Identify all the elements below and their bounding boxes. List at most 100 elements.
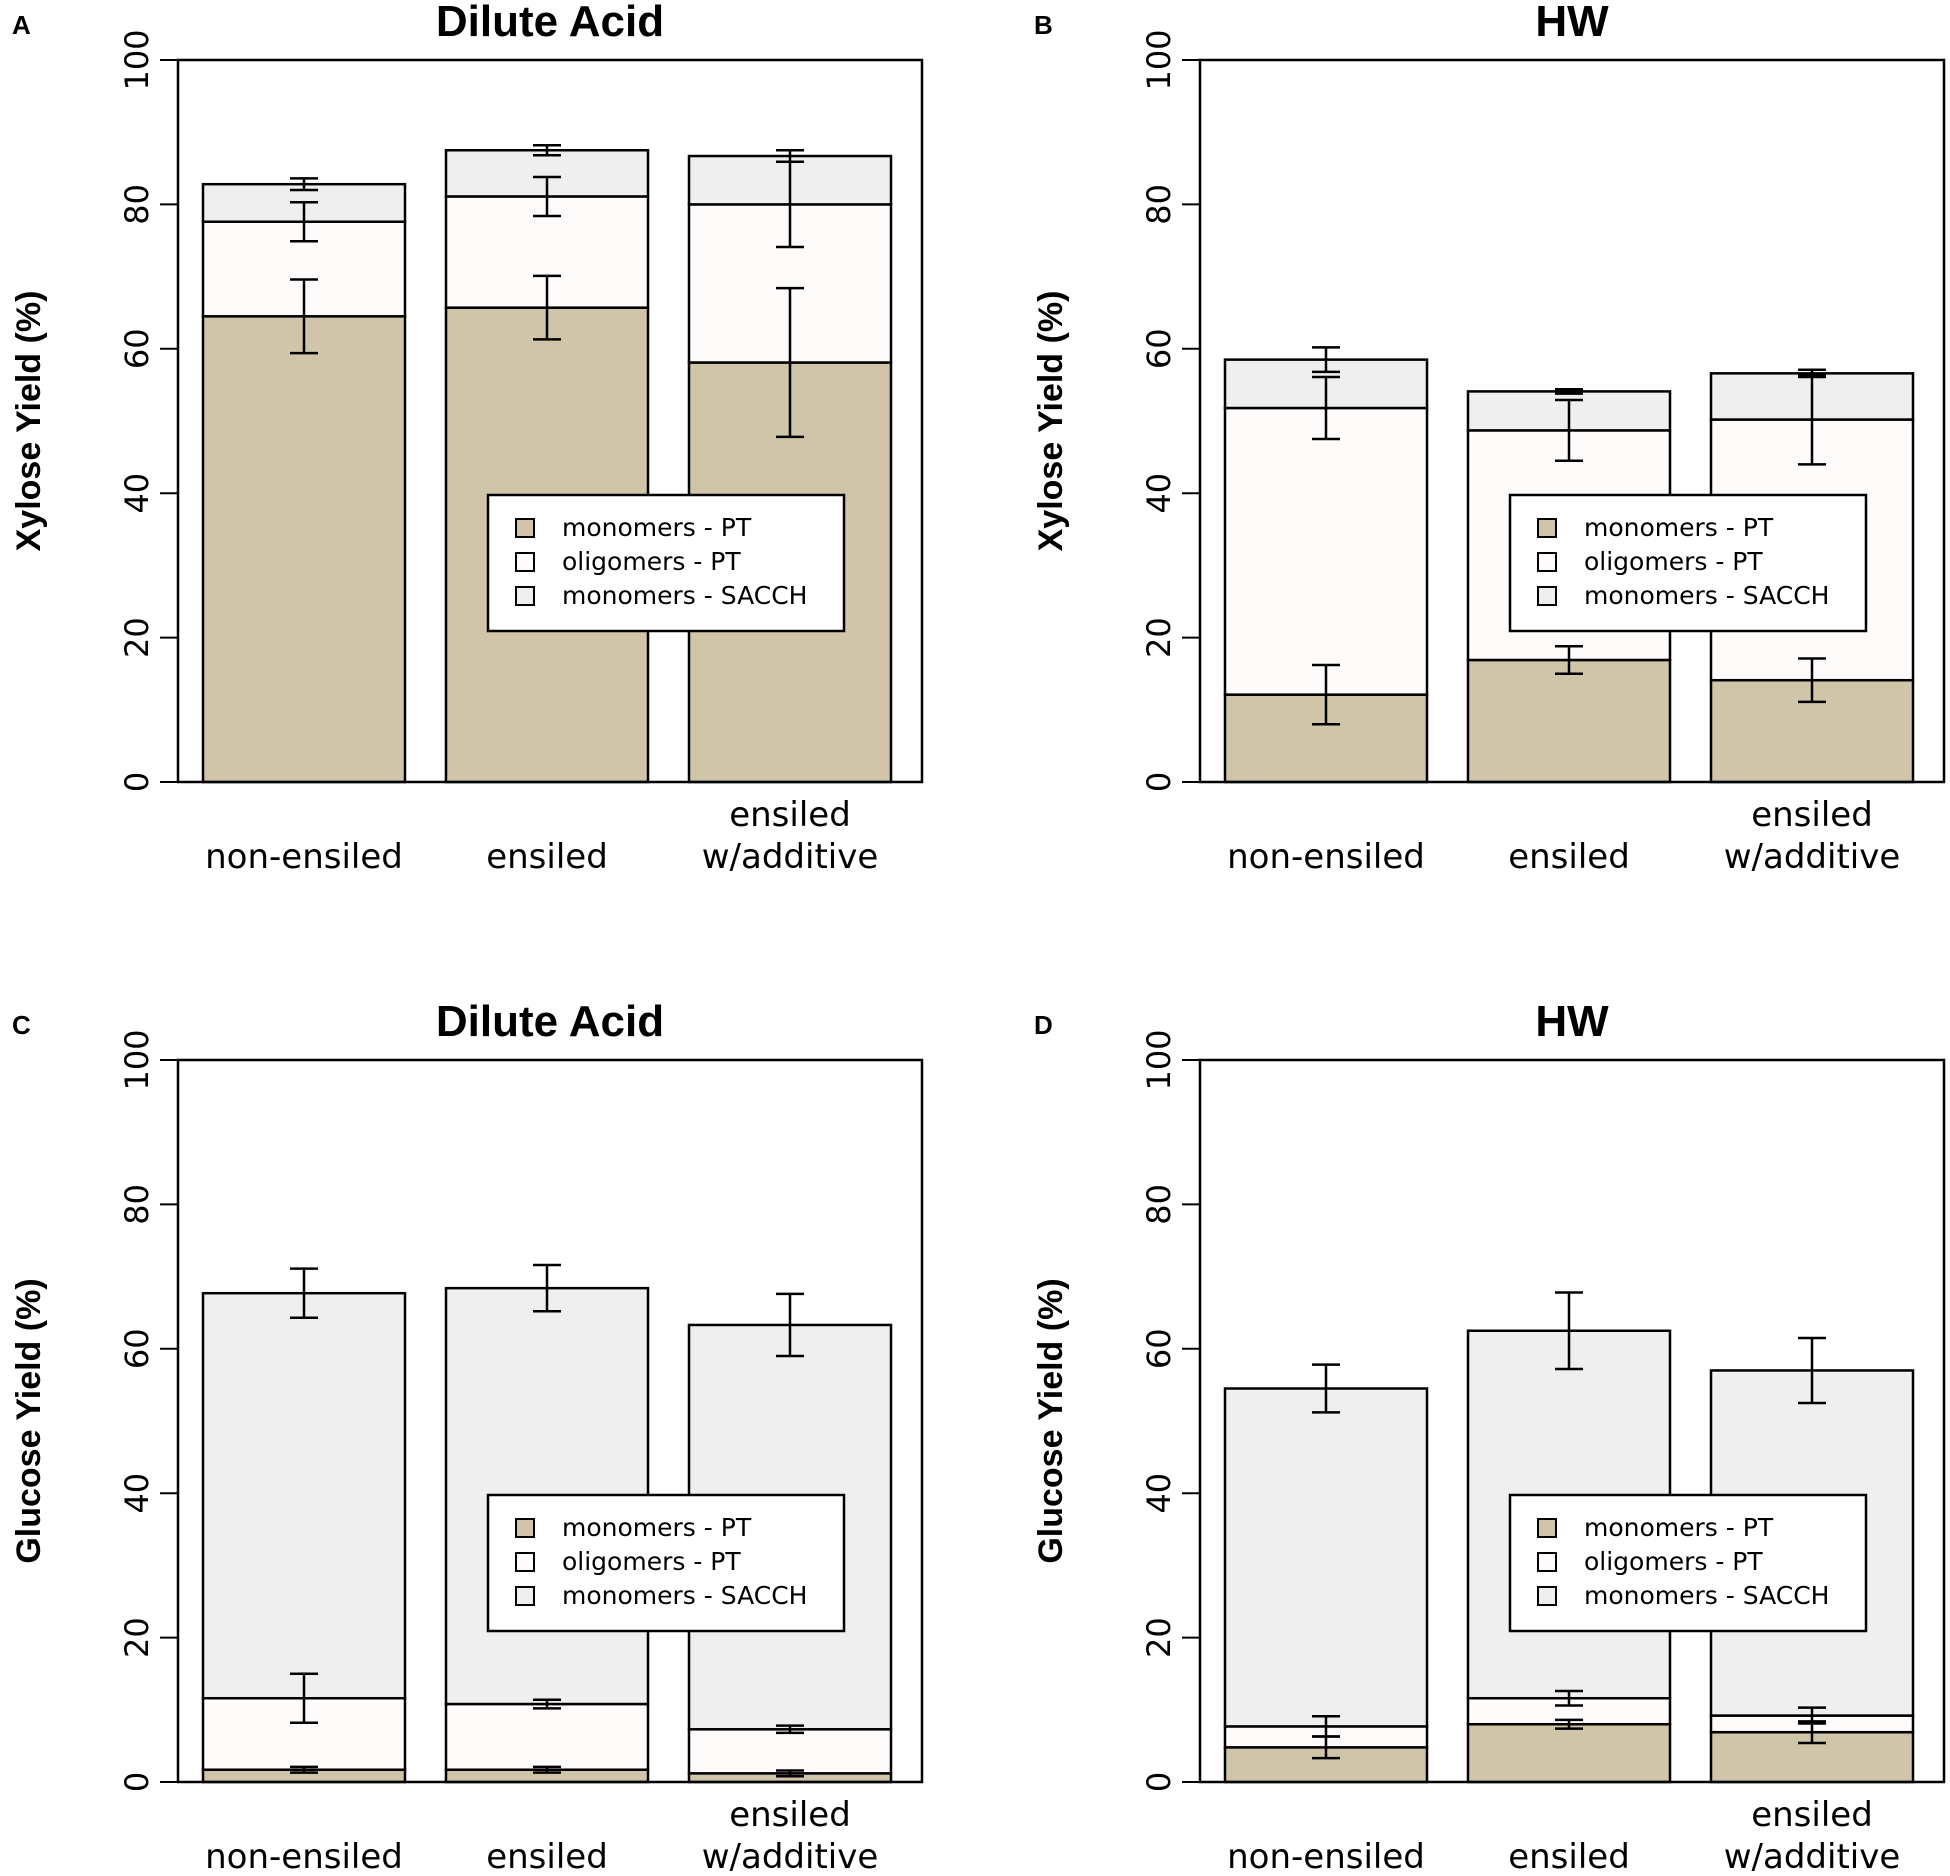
x-category-label: ensiled: [1508, 1837, 1630, 1876]
legend-label: oligomers - PT: [1584, 547, 1763, 576]
legend-swatch-monomers-sacch: [1537, 586, 1557, 606]
y-axis-label: Xylose Yield (%): [10, 291, 48, 552]
y-tick-label: 100: [1140, 29, 1178, 90]
legend-label: oligomers - PT: [1584, 1547, 1763, 1576]
legend-box: [486, 1493, 846, 1633]
panel-a: A Dilute Acid Xylose Yield (%) 0 20 40 60 80 100…: [10, 0, 924, 877]
error-bar: [290, 200, 318, 243]
x-category-label: w/additive: [702, 1837, 879, 1876]
error-bar: [1798, 1706, 1826, 1725]
y-tick-label: 0: [118, 772, 156, 792]
chart-title: Dilute Acid: [436, 0, 664, 46]
y-tick-label: 80: [118, 184, 156, 225]
bar-segment-monomers-pt: [1466, 658, 1672, 784]
error-bar: [1798, 657, 1826, 704]
error-bar: [533, 175, 561, 218]
x-category-label: non-ensiled: [1227, 1837, 1425, 1876]
y-tick-label: 0: [118, 1772, 156, 1792]
legend-swatch-monomers-pt: [1537, 1518, 1557, 1538]
error-bar: [1798, 368, 1826, 379]
error-bar: [776, 1292, 804, 1358]
legend: monomers - PT oligomers - PT monomers - SA…: [486, 1493, 846, 1633]
bar-segment-monomers-sacch: [201, 1291, 407, 1700]
legend-swatch-oligomers-pt: [515, 1552, 535, 1572]
y-tick-label: 80: [1140, 184, 1178, 225]
y-axis-label: Glucose Yield (%): [10, 1278, 48, 1563]
x-category-label: ensiled: [729, 1795, 851, 1835]
panel-b: B HW Xylose Yield (%) 0 20 40 60 80 100 non-ensil…: [1032, 0, 1946, 877]
bar-segment-oligomers-pt: [687, 1728, 893, 1775]
panel-c: C Dilute Acid Glucose Yield (%) 0 20 40 60 80 10…: [10, 997, 924, 1876]
error-bar: [533, 1765, 561, 1774]
error-bar: [1312, 1363, 1340, 1414]
legend-swatch-monomers-pt: [515, 518, 535, 538]
error-bar: [776, 286, 804, 439]
y-tick-label: 80: [1140, 1184, 1178, 1225]
legend-label: oligomers - PT: [562, 1547, 741, 1576]
legend-swatch-monomers-pt: [1537, 518, 1557, 538]
y-tick-label: 100: [1140, 1029, 1178, 1090]
error-bar: [1312, 346, 1340, 374]
y-tick-label: 0: [1140, 772, 1178, 792]
y-axis-label: Glucose Yield (%): [1032, 1278, 1070, 1563]
y-tick-label: 80: [118, 1184, 156, 1225]
error-bar: [533, 143, 561, 157]
bar-segment-oligomers-pt: [444, 1702, 650, 1771]
y-tick-label: 60: [1140, 1328, 1178, 1369]
legend-swatch-monomers-sacch: [515, 1586, 535, 1606]
y-tick-label: 60: [118, 1328, 156, 1369]
error-bar: [1312, 663, 1340, 726]
chart-title: Dilute Acid: [436, 997, 664, 1046]
x-category-label: non-ensiled: [205, 1837, 403, 1876]
x-category-label: non-ensiled: [1227, 837, 1425, 877]
error-bar: [1798, 1336, 1826, 1405]
y-tick-label: 0: [1140, 1772, 1178, 1792]
y-tick-label: 20: [1140, 617, 1178, 658]
y-tick-label: 40: [118, 1473, 156, 1514]
legend-box: [486, 493, 846, 633]
legend-label: monomers - SACCH: [562, 581, 807, 610]
x-category-label: w/additive: [702, 837, 879, 877]
legend-swatch-monomers-sacch: [515, 586, 535, 606]
error-bar: [533, 274, 561, 341]
legend: monomers - PT oligomers - PT monomers - SA…: [1508, 493, 1868, 633]
panel-letter: A: [12, 10, 31, 40]
legend-box: [1508, 493, 1868, 633]
error-bar: [1555, 387, 1583, 395]
legend: monomers - PT oligomers - PT monomers - SA…: [1508, 1493, 1868, 1633]
plot-frame: [1198, 58, 1946, 784]
bar-segment-oligomers-pt: [1223, 406, 1429, 696]
legend-swatch-monomers-sacch: [1537, 1586, 1557, 1606]
panel-letter: B: [1034, 10, 1053, 40]
error-bar: [1555, 1718, 1583, 1730]
x-category-label: w/additive: [1724, 1837, 1901, 1876]
x-category-label: ensiled: [486, 837, 608, 877]
chart-title: HW: [1535, 0, 1609, 46]
y-tick-label: 40: [118, 473, 156, 514]
y-tick-label: 40: [1140, 473, 1178, 514]
x-category-label: ensiled: [1751, 795, 1873, 835]
error-bar: [1555, 1291, 1583, 1371]
error-bar: [290, 1765, 318, 1774]
bar-segment-monomers-pt: [1466, 1722, 1672, 1784]
legend-label: monomers - SACCH: [1584, 581, 1829, 610]
error-bar: [290, 1672, 318, 1725]
panel-d: D HW Glucose Yield (%) 0 20 40 60 80 100 non-ensi…: [1032, 997, 1946, 1876]
error-bar: [1312, 1715, 1340, 1738]
legend-label: oligomers - PT: [562, 547, 741, 576]
plot-frame: [176, 1058, 924, 1784]
error-bar: [776, 1769, 804, 1778]
plot-frame: [176, 58, 924, 784]
y-tick-label: 100: [118, 1029, 156, 1090]
legend-swatch-monomers-pt: [515, 1518, 535, 1538]
legend-label: monomers - SACCH: [1584, 1581, 1829, 1610]
error-bar: [1555, 398, 1583, 462]
error-bar: [1555, 645, 1583, 675]
error-bar: [1555, 1689, 1583, 1707]
legend-swatch-oligomers-pt: [1537, 552, 1557, 572]
error-bar: [290, 177, 318, 192]
y-tick-label: 20: [118, 1617, 156, 1658]
legend-swatch-oligomers-pt: [515, 552, 535, 572]
x-category-label: ensiled: [1751, 1795, 1873, 1835]
